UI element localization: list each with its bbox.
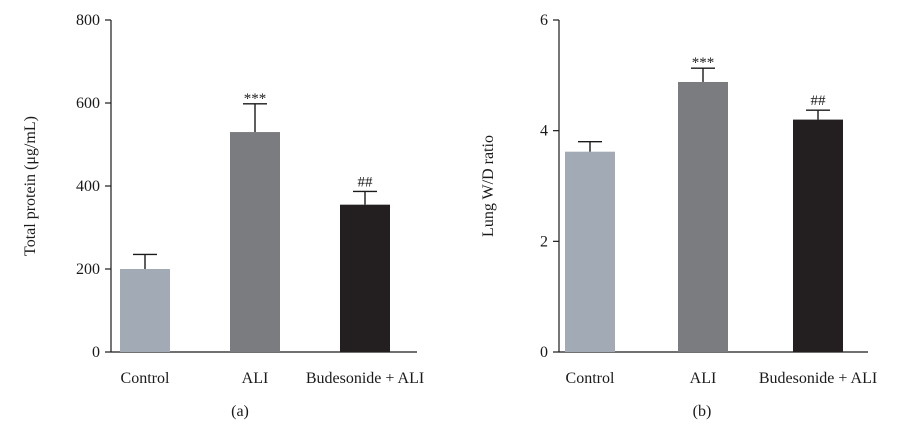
y-tick-label: 2	[540, 233, 548, 250]
bar	[565, 151, 615, 352]
x-tick-label: ALI	[690, 370, 717, 387]
chart-panel-a: 0 200 400 600 800 Control *** ALI ## Budesonide +…	[22, 12, 424, 420]
x-tick-label: Control	[121, 370, 170, 387]
x-tick-label: Budesonide + ALI	[759, 370, 877, 387]
bar	[678, 81, 728, 353]
bar	[120, 269, 170, 352]
x-tick-label: Budesonide + ALI	[306, 370, 424, 387]
significance-label: ##	[358, 174, 374, 190]
y-axis-title: Total protein (μg/mL)	[22, 116, 39, 256]
y-tick-label: 6	[540, 12, 548, 29]
y-tick-label: 600	[76, 95, 100, 112]
y-tick-label: 0	[92, 344, 100, 361]
bar	[793, 119, 843, 352]
y-tick-label: 4	[540, 123, 548, 140]
significance-label: ***	[244, 91, 267, 107]
y-tick-label: 800	[76, 12, 100, 29]
y-tick-label: 0	[540, 344, 548, 361]
y-axis-title: Lung W/D ratio	[480, 135, 497, 237]
panel-label: (a)	[231, 403, 249, 420]
x-tick-label: Control	[566, 370, 615, 387]
significance-label: ***	[692, 55, 715, 71]
bar	[340, 204, 390, 352]
significance-label: ##	[811, 93, 827, 109]
y-tick-label: 400	[76, 178, 100, 195]
chart-panel-b: 0 2 4 6 Control *** ALI ## Budesonide + ALI Lung …	[480, 12, 877, 420]
bar	[230, 132, 280, 352]
panel-label: (b)	[693, 403, 712, 420]
y-tick-label: 200	[76, 261, 100, 278]
x-tick-label: ALI	[242, 370, 269, 387]
